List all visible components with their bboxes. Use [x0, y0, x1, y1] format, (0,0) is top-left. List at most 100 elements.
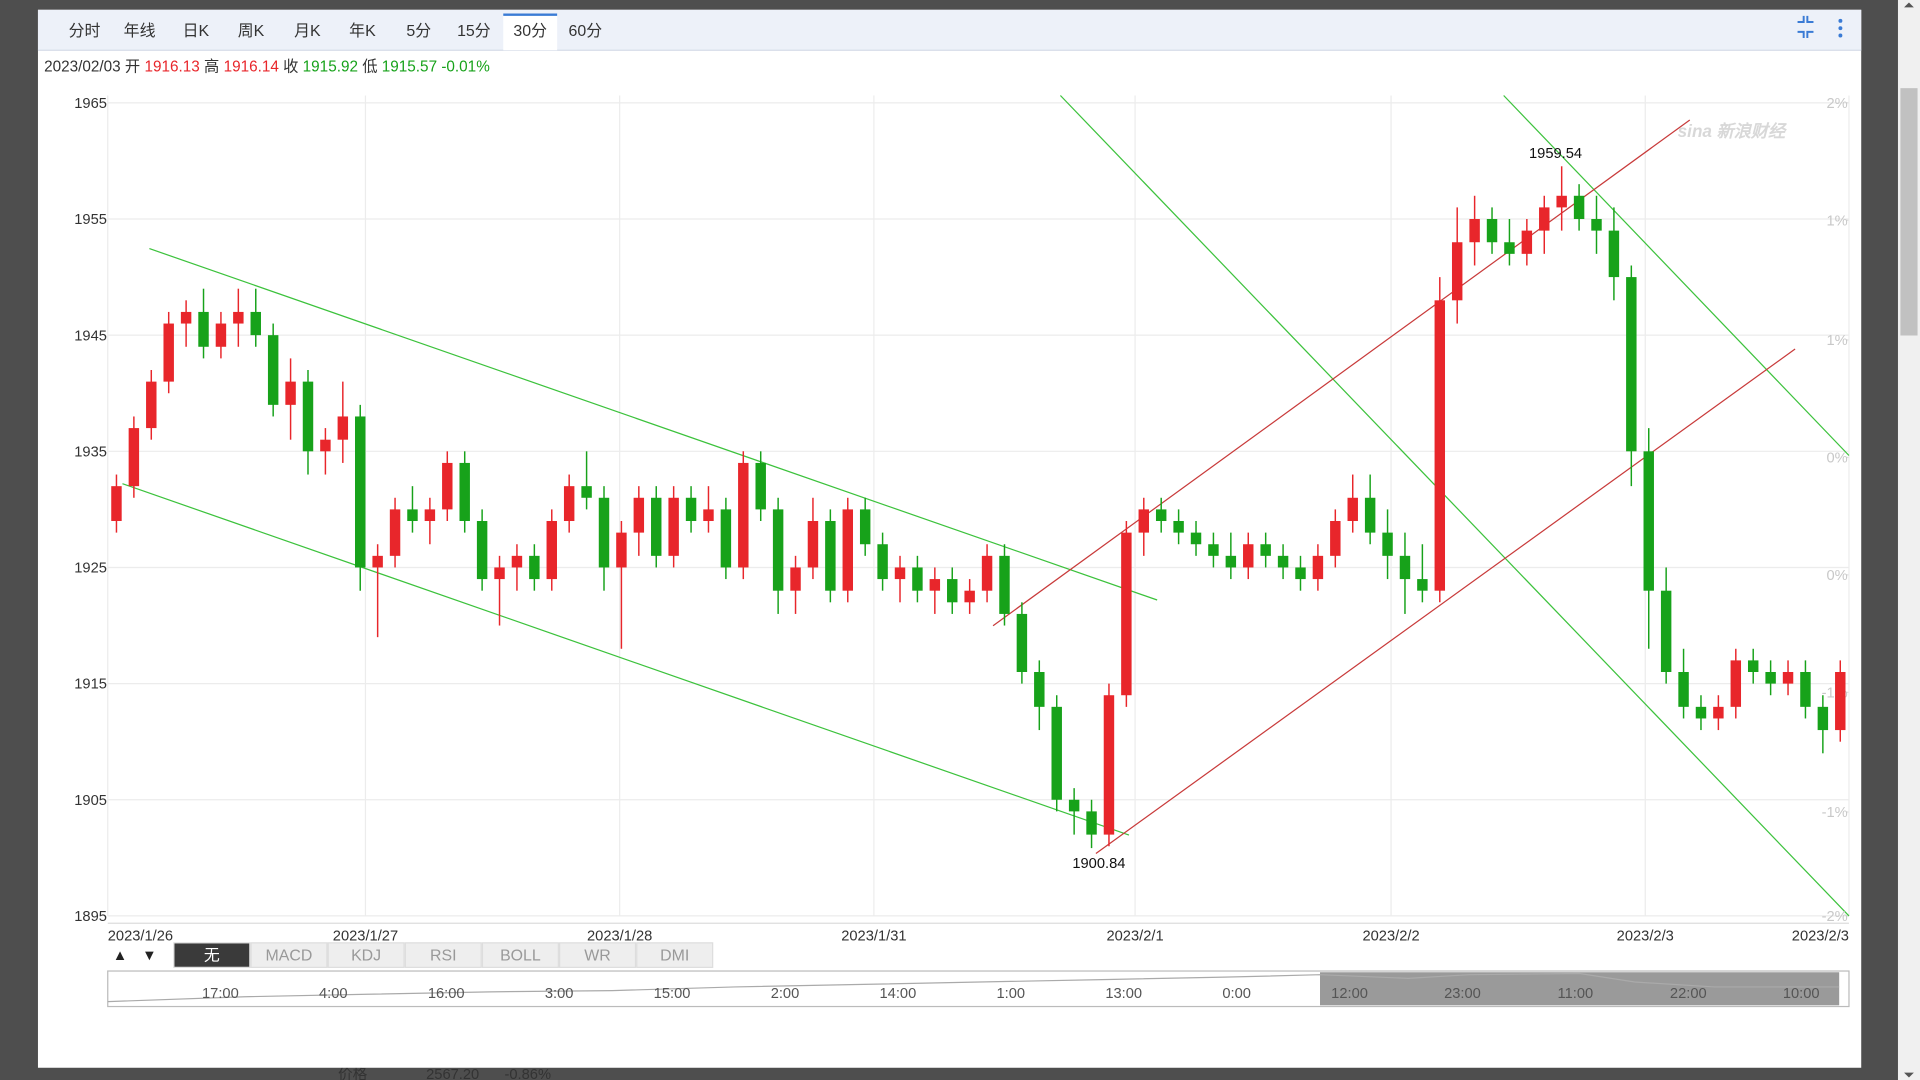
candle-body: [146, 381, 157, 429]
candle-body: [790, 567, 801, 591]
navigator-label: 14:00: [880, 986, 917, 1002]
navigator-label: 13:00: [1105, 986, 1142, 1002]
candle-body: [389, 509, 401, 556]
indicator-tab-bg[interactable]: [558, 942, 637, 968]
candle-body: [685, 497, 697, 522]
candle-body: [424, 509, 436, 522]
tab-bar: [37, 9, 1862, 51]
candle-body: [651, 497, 662, 556]
indicator-tab[interactable]: 无: [204, 948, 220, 965]
indicator-tab[interactable]: RSI: [430, 948, 457, 965]
candle-body: [1486, 219, 1498, 243]
x-tick-label: 2023/2/3: [1617, 929, 1674, 945]
x-tick-label: 2023/1/31: [841, 929, 906, 945]
tab[interactable]: 分时: [69, 22, 101, 40]
indicator-tab[interactable]: BOLL: [500, 948, 541, 965]
candle-body: [163, 323, 174, 382]
y2-tick-label: 2%: [1827, 96, 1848, 112]
tab[interactable]: 60分: [569, 22, 603, 40]
indicator-tab-bg[interactable]: [636, 942, 714, 968]
candle-body: [616, 532, 627, 568]
candle-body: [1277, 555, 1289, 568]
candle-body: [372, 555, 383, 568]
candle-body: [1260, 544, 1271, 556]
indicator-tab[interactable]: DMI: [660, 948, 689, 965]
grid: [107, 95, 1850, 924]
tab[interactable]: 30分: [513, 22, 547, 40]
indicator-tab-bg[interactable]: [404, 942, 482, 968]
candle-body: [1034, 672, 1045, 707]
candle-body: [1190, 532, 1202, 545]
candle-body: [981, 555, 993, 591]
tab-active-bg: [503, 14, 558, 51]
candle-body: [581, 486, 592, 498]
candle-body: [947, 579, 958, 603]
info-value: 1915.57: [382, 58, 437, 75]
candle-body: [772, 509, 784, 591]
candle-body: [842, 509, 853, 591]
candle-body: [1469, 219, 1480, 243]
y2-tick-label: 0%: [1827, 451, 1848, 467]
candle-body: [1068, 799, 1080, 812]
candle-body: [1556, 195, 1567, 208]
candle-body: [1782, 672, 1794, 684]
y2-tick-label: 1%: [1827, 333, 1848, 349]
arrow-down[interactable]: ▼: [142, 948, 157, 964]
indicator-tab-bg[interactable]: [250, 942, 328, 968]
tab[interactable]: 日K: [183, 23, 210, 40]
indicator-tab-bg[interactable]: [327, 942, 405, 968]
candle-body: [302, 381, 314, 452]
arrow-up[interactable]: ▲: [113, 948, 128, 964]
panel: [37, 9, 1862, 1068]
indicator-tab[interactable]: KDJ: [351, 948, 381, 965]
tab[interactable]: 5分: [406, 22, 431, 40]
indicator-tab-bg[interactable]: [481, 942, 559, 968]
candle-body: [1225, 555, 1237, 568]
tab[interactable]: 年线: [124, 22, 156, 40]
bg-price: 2567.20: [426, 1067, 479, 1080]
low-label: 1900.84: [1072, 856, 1125, 872]
navigator-label: 3:00: [545, 986, 574, 1002]
watermark: sina 新浪财经: [1678, 121, 1788, 141]
trend-lines: [122, 95, 1850, 917]
candle-body: [1051, 706, 1062, 800]
y-tick-label: 1905: [74, 793, 107, 809]
bg-label: 价格: [338, 1066, 368, 1080]
info-label: 低: [362, 58, 377, 75]
menu-icon[interactable]: [1838, 18, 1843, 38]
indicator-tab[interactable]: MACD: [266, 948, 313, 965]
candle-body: [494, 567, 505, 580]
candle-body: [1765, 672, 1776, 684]
candle-body: [1504, 242, 1515, 254]
candle-body: [459, 462, 470, 522]
candle-body: [1330, 521, 1341, 556]
tab[interactable]: 15分: [457, 22, 491, 40]
x-tick-label: 2023/1/27: [333, 929, 398, 945]
navigator-label: 22:00: [1670, 986, 1707, 1002]
y2-tick-label: 0%: [1827, 568, 1848, 584]
scrollbar-thumb[interactable]: [1900, 88, 1918, 336]
x-tick-label: 2023/2/1: [1106, 929, 1163, 945]
y-tick-label: 1925: [74, 561, 107, 577]
tab[interactable]: 周K: [238, 23, 265, 40]
candle-body: [738, 462, 749, 568]
candle-body: [1347, 497, 1358, 522]
candle-body: [1835, 672, 1846, 731]
candle-body: [1713, 706, 1724, 719]
exit-fullscreen-icon[interactable]: [1797, 15, 1814, 38]
candle-body: [1086, 811, 1097, 835]
candle-body: [337, 416, 349, 440]
candle-body: [128, 428, 140, 487]
indicator-tab-bg[interactable]: [173, 942, 251, 968]
candle-body: [1243, 544, 1254, 568]
tab[interactable]: 月K: [294, 23, 321, 40]
info-value: 1916.14: [224, 58, 280, 75]
info-label: 收: [283, 58, 298, 75]
tab[interactable]: 年K: [349, 22, 376, 40]
bg-change: -0.86%: [504, 1067, 551, 1080]
candle-body: [1660, 590, 1672, 672]
indicator-tab[interactable]: WR: [584, 948, 611, 965]
candle-body: [1364, 497, 1376, 533]
candle-body: [320, 439, 331, 452]
